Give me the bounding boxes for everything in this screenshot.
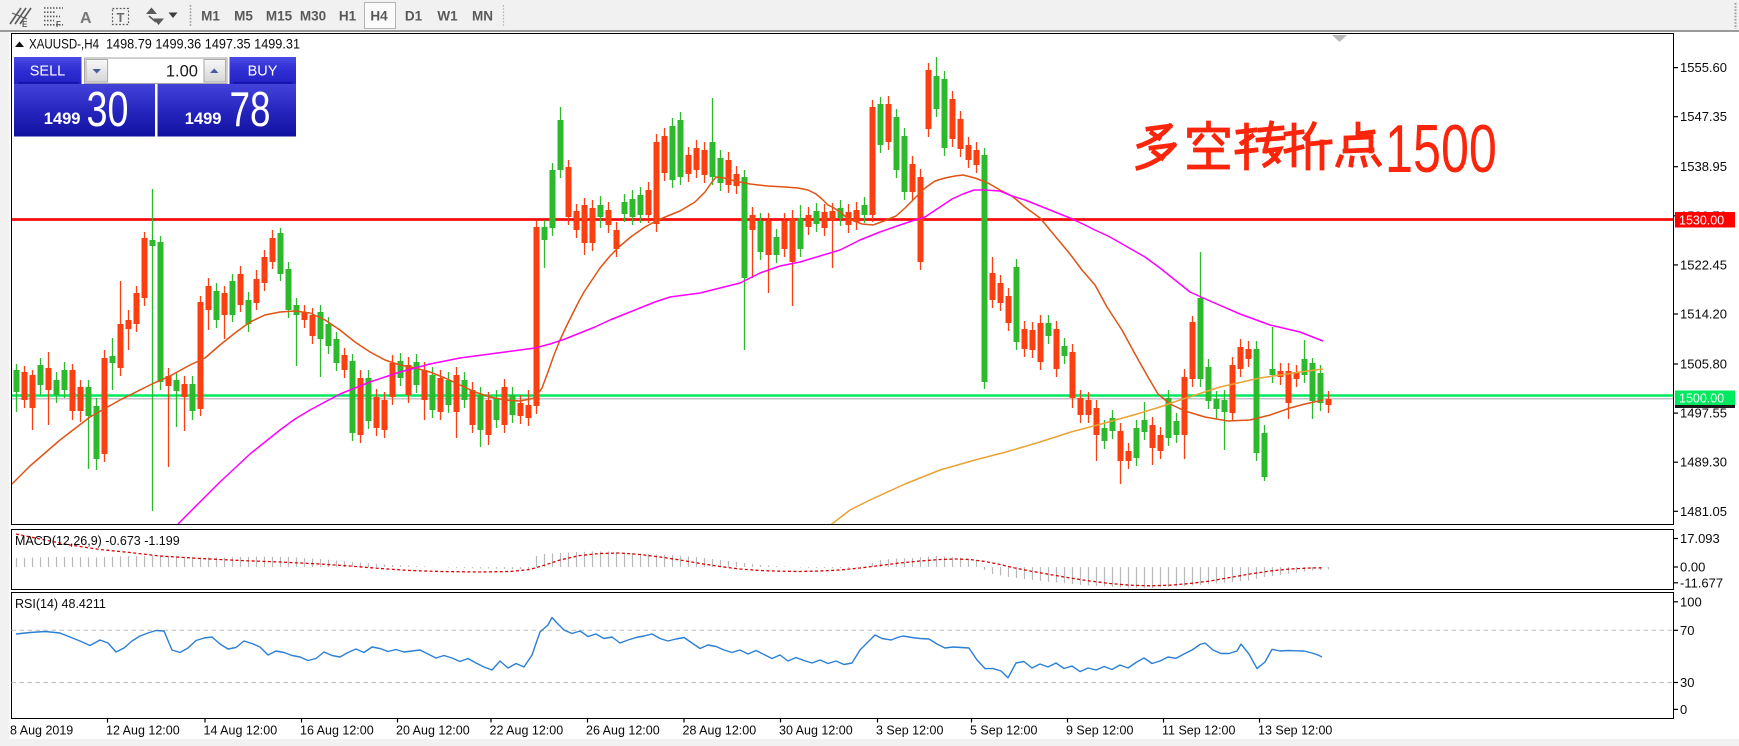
svg-text:11 Sep 12:00: 11 Sep 12:00 [1162,724,1235,738]
svg-text:E: E [22,20,28,29]
svg-text:30: 30 [1680,675,1694,690]
svg-text:9 Sep 12:00: 9 Sep 12:00 [1066,724,1133,738]
svg-text:13 Sep 12:00: 13 Sep 12:00 [1258,724,1332,738]
svg-text:1547.35: 1547.35 [1680,109,1727,124]
svg-text:BUY: BUY [248,64,278,80]
svg-text:D1: D1 [405,9,423,24]
svg-text:M30: M30 [300,9,326,24]
svg-text:12 Aug 12:00: 12 Aug 12:00 [106,724,180,738]
svg-text:1498.79 1499.36 1497.35 1499.3: 1498.79 1499.36 1497.35 1499.31 [106,37,300,52]
svg-text:1538.95: 1538.95 [1680,159,1727,174]
svg-text:8 Aug 2019: 8 Aug 2019 [10,724,73,738]
svg-text:30 Aug 12:00: 30 Aug 12:00 [779,724,853,738]
svg-text:78: 78 [230,83,271,137]
svg-text:1530.00: 1530.00 [1679,214,1724,228]
svg-text:16 Aug 12:00: 16 Aug 12:00 [300,724,374,738]
svg-text:XAUUSD-,H4: XAUUSD-,H4 [29,37,99,52]
svg-text:MACD(12,26,9) -0.673 -1.199: MACD(12,26,9) -0.673 -1.199 [15,534,180,548]
svg-text:RSI(14) 48.4211: RSI(14) 48.4211 [15,597,106,611]
svg-text:3 Sep 12:00: 3 Sep 12:00 [876,724,943,738]
svg-text:17.093: 17.093 [1680,531,1720,546]
svg-text:T: T [117,10,125,25]
svg-text:-11.677: -11.677 [1680,575,1723,590]
svg-text:1555.60: 1555.60 [1680,60,1727,75]
svg-text:F: F [56,20,61,29]
svg-text:A: A [80,10,92,27]
svg-text:20 Aug 12:00: 20 Aug 12:00 [396,724,470,738]
svg-text:30: 30 [87,83,129,137]
svg-text:1489.30: 1489.30 [1680,455,1727,470]
svg-text:1481.05: 1481.05 [1680,504,1727,519]
svg-text:H1: H1 [339,9,357,24]
svg-text:M1: M1 [201,9,220,24]
svg-text:W1: W1 [437,9,458,24]
svg-text:1500.00: 1500.00 [1679,392,1724,406]
svg-text:100: 100 [1680,594,1702,609]
svg-text:28 Aug 12:00: 28 Aug 12:00 [683,724,757,738]
svg-text:22 Aug 12:00: 22 Aug 12:00 [490,724,564,738]
svg-text:26 Aug 12:00: 26 Aug 12:00 [586,724,660,738]
svg-text:SELL: SELL [30,64,65,80]
svg-text:5 Sep 12:00: 5 Sep 12:00 [970,724,1037,738]
svg-text:0: 0 [1680,702,1687,717]
svg-text:70: 70 [1680,623,1694,638]
svg-text:14 Aug 12:00: 14 Aug 12:00 [204,724,278,738]
svg-text:1.00: 1.00 [166,63,198,81]
svg-text:1505.80: 1505.80 [1680,357,1727,372]
svg-text:1514.20: 1514.20 [1680,307,1727,322]
svg-text:1500: 1500 [1385,111,1497,187]
svg-text:M5: M5 [234,9,253,24]
svg-text:H4: H4 [370,9,388,24]
svg-text:M15: M15 [266,9,293,24]
svg-text:1497.55: 1497.55 [1680,406,1727,421]
svg-text:0.00: 0.00 [1680,560,1705,575]
svg-text:1499: 1499 [185,110,222,128]
svg-text:1499: 1499 [44,110,81,128]
svg-text:1522.45: 1522.45 [1680,257,1727,272]
svg-text:MN: MN [472,9,493,24]
